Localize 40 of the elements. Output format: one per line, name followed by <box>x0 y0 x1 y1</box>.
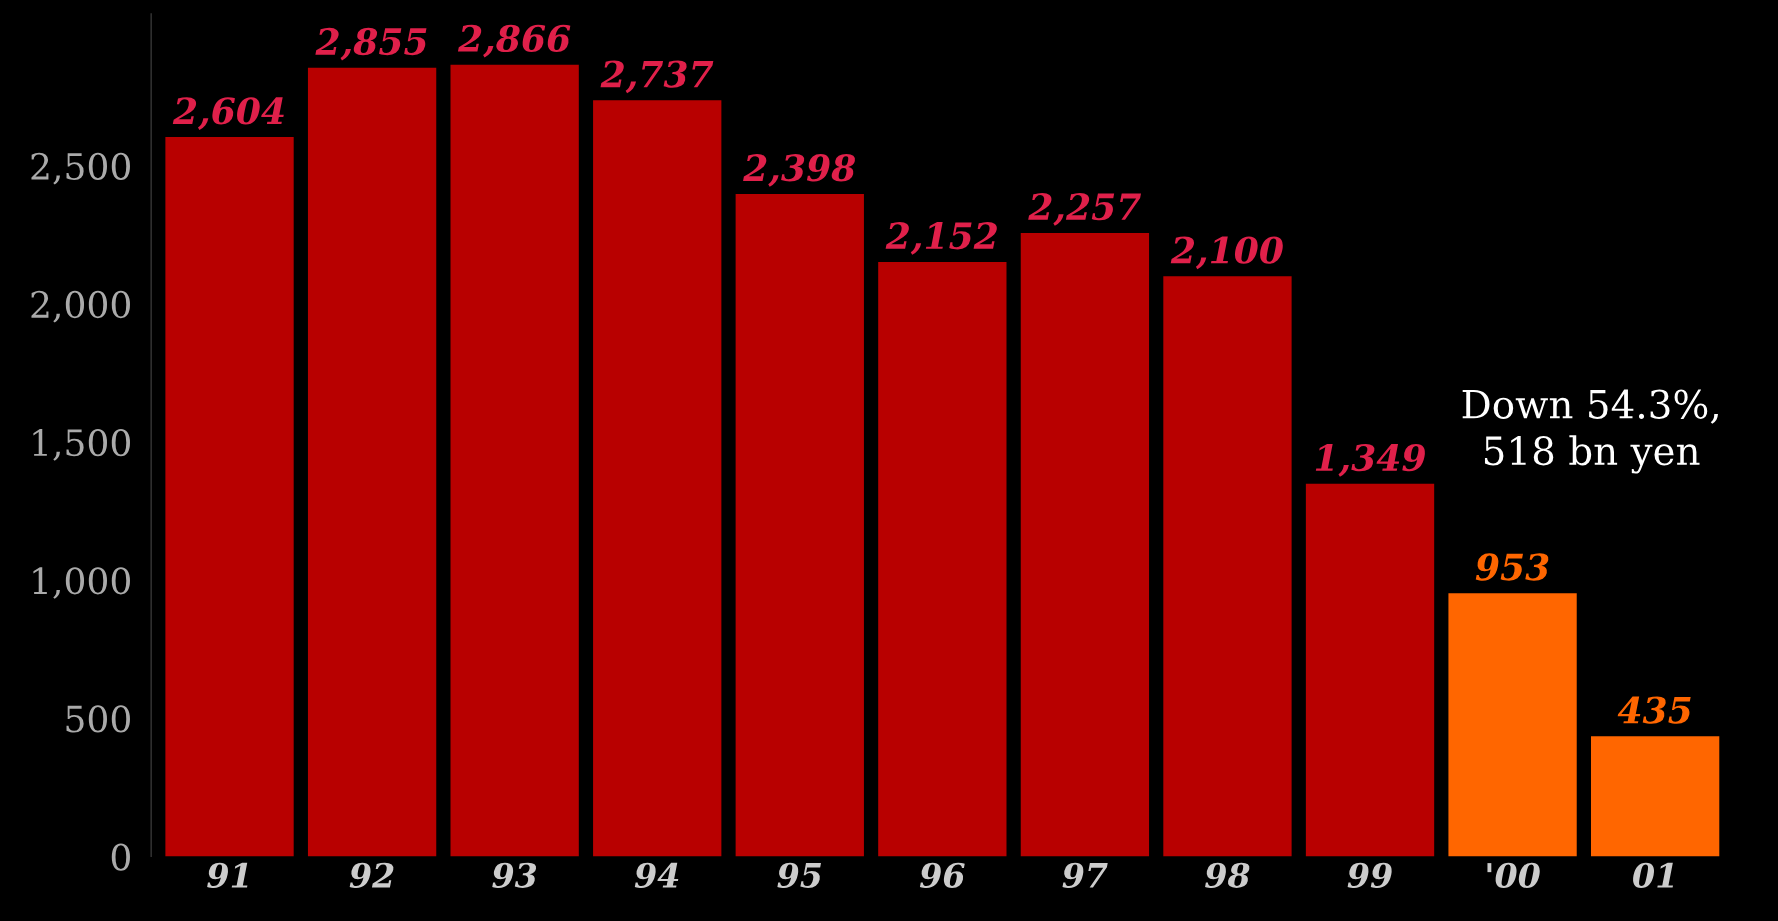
data-label: 1,349 <box>1315 443 1425 477</box>
data-label: 435 <box>1617 696 1691 724</box>
x-tick-label: 92 <box>349 862 394 888</box>
x-tick-label: 98 <box>1205 862 1250 888</box>
bar <box>1020 232 1150 857</box>
y-tick-label: 2,500 <box>31 152 130 185</box>
bar <box>450 64 579 857</box>
data-label: 2,398 <box>743 154 855 187</box>
y-tick-label: 1,000 <box>33 567 130 599</box>
data-label: 2,866 <box>457 24 571 58</box>
bar <box>1163 276 1292 857</box>
y-tick-label: 0 <box>111 843 130 871</box>
data-label: 2,604 <box>172 97 284 130</box>
bar <box>307 67 437 857</box>
y-tick-label: 500 <box>66 705 130 733</box>
x-tick-label: 97 <box>1062 862 1108 888</box>
y-tick-label: 1,500 <box>33 429 130 461</box>
annotation: Down 54.3%, 518 bn yen <box>1462 389 1718 474</box>
data-label: 2,100 <box>1170 236 1283 270</box>
x-tick-label: 91 <box>207 862 248 888</box>
x-tick-label: 99 <box>1347 862 1392 888</box>
data-label: 2,257 <box>1028 193 1141 226</box>
bar <box>735 193 864 857</box>
x-tick-label: 93 <box>492 862 537 888</box>
x-tick-label: 94 <box>634 862 679 888</box>
bar <box>165 137 294 857</box>
bar <box>593 100 722 857</box>
data-label: 2,855 <box>315 27 427 61</box>
bar <box>1590 736 1720 857</box>
data-label: 2,737 <box>600 60 714 94</box>
data-label: 2,152 <box>885 222 997 255</box>
x-tick-label: 96 <box>919 862 965 888</box>
x-tick-label: 95 <box>777 862 821 888</box>
bar <box>878 261 1007 857</box>
bar <box>1448 593 1577 857</box>
bar <box>1305 483 1435 857</box>
data-label: 953 <box>1475 553 1549 581</box>
x-tick-label: 01 <box>1633 862 1673 888</box>
y-tick-label: 2,000 <box>31 290 130 323</box>
x-tick-label: '00 <box>1487 862 1540 888</box>
